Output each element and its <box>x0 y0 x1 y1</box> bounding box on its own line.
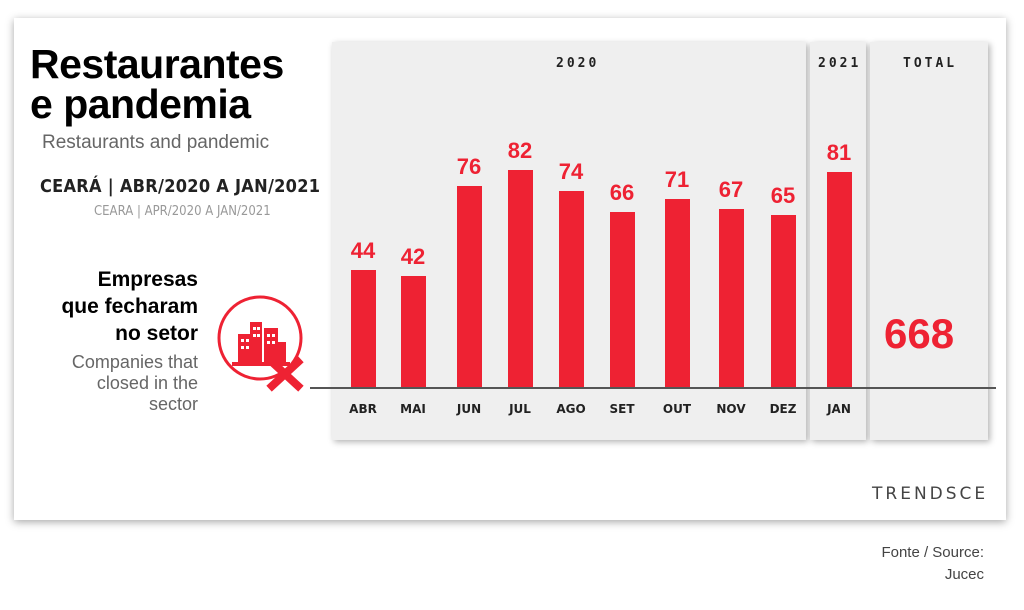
data-label-jun: 76 <box>456 153 482 179</box>
source-note: Fonte / Source: Jucec <box>881 542 984 586</box>
legend-pt-line-3: no setor <box>115 322 198 345</box>
bar-ago <box>558 190 584 387</box>
bar-jun <box>456 185 482 387</box>
chart-subtitle: Restaurants and pandemic <box>42 132 270 153</box>
data-label-jul: 82 <box>507 137 533 163</box>
legend-en-line-2: closed in the <box>96 373 198 393</box>
data-label-jan: 81 <box>826 140 852 166</box>
legend-pt-line-1: Empresas <box>97 268 198 291</box>
tick-label-ago: AGO <box>556 402 586 416</box>
bar-jan <box>826 172 852 387</box>
legend-en-line-3: sector <box>148 394 198 414</box>
data-label-nov: 67 <box>718 177 744 203</box>
bar-mai <box>400 275 426 387</box>
closed-buildings-icon <box>217 295 304 392</box>
title-line-2: e pandemia <box>30 81 251 127</box>
bar-jul <box>507 169 533 387</box>
legend-pt-line-2: que fecharam <box>61 295 198 318</box>
legend-label-pt: Empresas que fecharam no setor <box>61 266 198 347</box>
title-line-1: Restaurantes <box>30 41 284 87</box>
tick-label-mai: MAI <box>400 402 426 416</box>
total-value: 668 <box>884 310 955 357</box>
tick-label-jul: JUL <box>509 402 531 416</box>
region-period-pt: CEARÁ | ABR/2020 A JAN/2021 <box>40 176 321 197</box>
panel-label-2020: 2020 <box>556 56 600 71</box>
tick-label-dez: DEZ <box>769 402 797 416</box>
source-label: Fonte / Source: <box>881 544 984 561</box>
bar-dez <box>770 214 796 387</box>
tick-label-nov: NOV <box>716 402 746 416</box>
legend-label-en: Companies that closed in the sector <box>72 352 198 415</box>
data-label-mai: 42 <box>400 243 426 269</box>
tick-label-jun: JUN <box>456 402 482 416</box>
panel-label-2021: 2021 <box>818 56 862 71</box>
panel-total <box>870 42 988 440</box>
data-label-out: 71 <box>664 166 690 192</box>
bar-nov <box>718 209 744 387</box>
data-label-dez: 65 <box>770 182 796 208</box>
tick-label-abr: ABR <box>349 402 377 416</box>
x-axis-baseline <box>310 387 996 389</box>
tick-label-set: SET <box>609 402 635 416</box>
bar-out <box>664 198 690 387</box>
data-label-ago: 74 <box>558 158 584 184</box>
source-name: Jucec <box>944 566 984 583</box>
data-label-abr: 44 <box>350 238 376 264</box>
bar-abr <box>350 270 376 387</box>
legend-en-line-1: Companies that <box>71 352 198 372</box>
bar-set <box>609 212 635 387</box>
brand-logo: TRENDSCE <box>872 484 989 504</box>
panel-label-total: TOTAL <box>903 56 958 71</box>
data-label-set: 66 <box>609 180 635 206</box>
region-period-en: CEARA | APR/2020 A JAN/2021 <box>94 204 271 219</box>
tick-label-out: OUT <box>662 402 692 416</box>
tick-label-jan: JAN <box>827 402 851 416</box>
chart-title: Restaurantes e pandemia <box>30 41 284 127</box>
